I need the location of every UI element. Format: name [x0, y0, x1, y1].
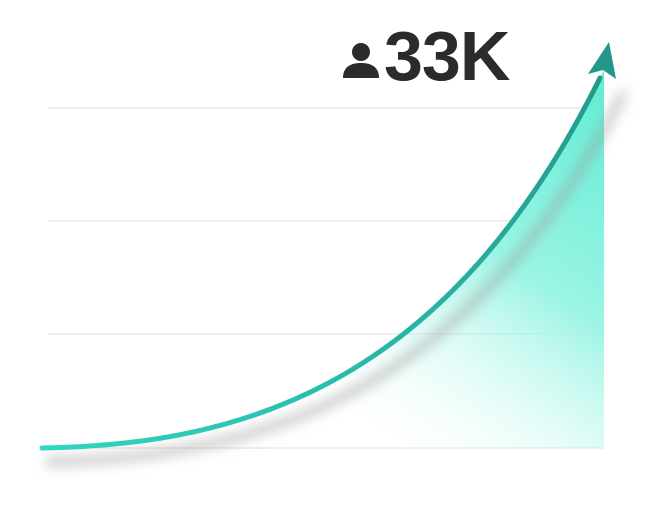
curve-shadow [45, 89, 629, 467]
user-count: 33K [384, 17, 510, 95]
arrow-head [588, 42, 616, 79]
area-fill [42, 70, 604, 448]
user-icon [343, 43, 379, 78]
growth-curve [39, 75, 603, 451]
